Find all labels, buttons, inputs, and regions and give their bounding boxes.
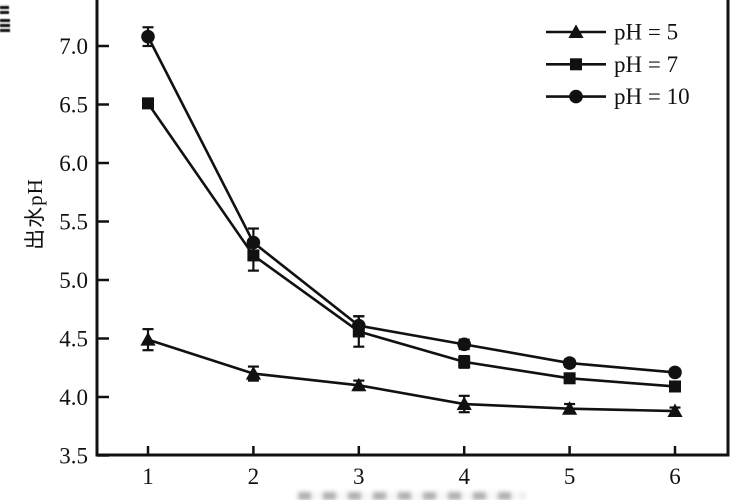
- circle-marker: [562, 356, 577, 370]
- triangle-marker: [245, 366, 261, 380]
- x-tick-label: 6: [669, 464, 681, 489]
- square-marker: [458, 355, 471, 368]
- y-tick-label: 4.5: [59, 327, 88, 352]
- triangle-marker: [140, 332, 156, 346]
- x-tick-label: 1: [142, 464, 154, 489]
- x-ticks: 1 2 3 4 5 6: [142, 446, 681, 489]
- legend: pH = 5 pH = 7 pH = 10: [546, 20, 690, 109]
- x-axis-title-cropped: [298, 492, 524, 500]
- circle-marker: [352, 318, 366, 333]
- x-tick-label: 3: [353, 464, 365, 489]
- x-tick-label: 4: [458, 464, 470, 489]
- legend-label: pH = 7: [614, 52, 678, 77]
- left-edge-glyph-fragment: [0, 4, 9, 14]
- legend-entry: pH = 7: [546, 52, 678, 77]
- circle-marker: [246, 235, 261, 250]
- square-marker: [142, 97, 154, 110]
- circle-marker: [668, 365, 682, 380]
- series-line: [147, 338, 676, 413]
- triangle-marker: [568, 24, 584, 38]
- y-ticks: 3.5 4.0 4.5 5.0 5.5 6.0 6.5 7.0: [59, 34, 109, 469]
- y-tick-label: 3.5: [59, 444, 88, 469]
- series-line: [146, 102, 676, 388]
- x-tick-label: 5: [564, 464, 576, 489]
- series-line: [146, 36, 676, 374]
- circle-marker: [457, 337, 472, 352]
- circle-marker: [141, 29, 155, 44]
- legend-label: pH = 5: [614, 20, 678, 45]
- y-axis-title: 出水pH: [23, 178, 47, 250]
- y-tick-label: 6.0: [59, 151, 88, 176]
- y-tick-label: 7.0: [59, 34, 88, 59]
- series-ph-5: [140, 328, 683, 418]
- y-tick-label: 5.5: [59, 210, 88, 235]
- x-tick-label: 2: [248, 464, 260, 489]
- left-edge-glyph-fragment: [0, 19, 10, 32]
- series-ph-10: [141, 26, 682, 380]
- axes: [95, 0, 730, 457]
- y-tick-label: 5.0: [59, 268, 88, 293]
- y-tick-label: 6.5: [59, 93, 88, 118]
- legend-label: pH = 10: [614, 84, 690, 109]
- legend-entry: pH = 10: [546, 84, 690, 109]
- y-tick-label: 4.0: [59, 385, 88, 410]
- circle-marker: [569, 89, 583, 104]
- series-ph-7: [142, 97, 681, 393]
- triangle-marker: [667, 403, 683, 418]
- square-marker: [570, 58, 582, 71]
- legend-entry: pH = 5: [546, 20, 678, 45]
- square-marker: [563, 372, 576, 385]
- triangle-marker: [456, 396, 472, 411]
- square-marker: [669, 380, 681, 393]
- triangle-marker: [351, 377, 367, 392]
- triangle-marker: [562, 401, 578, 415]
